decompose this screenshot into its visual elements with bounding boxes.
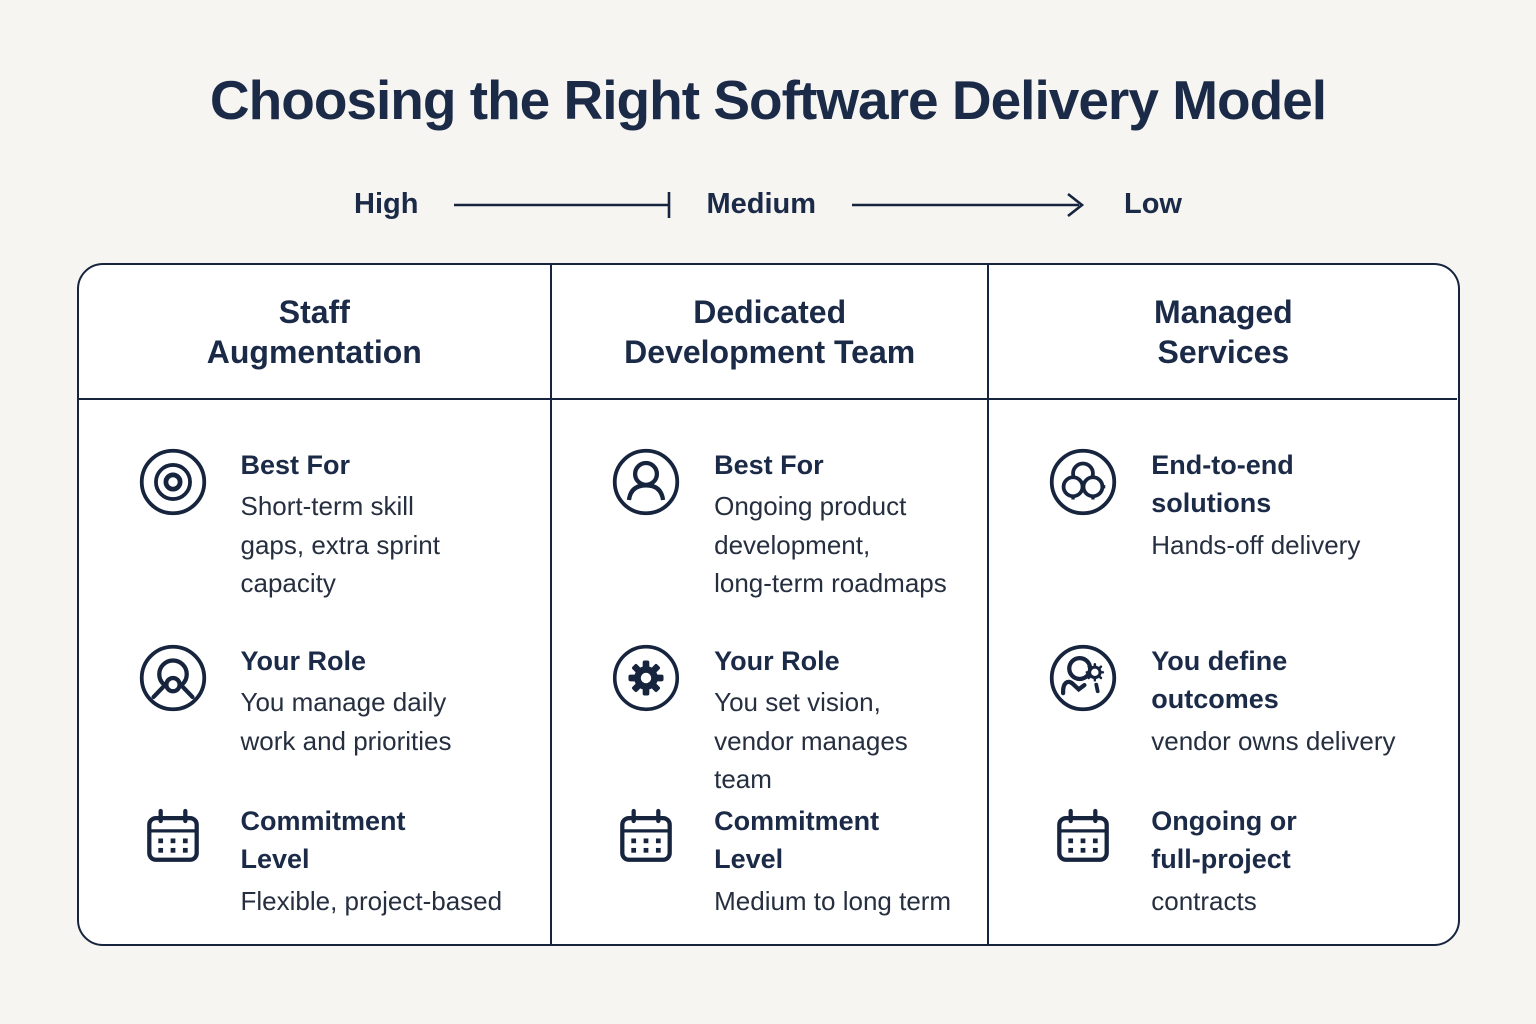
item-body: Hands-off delivery <box>1151 529 1361 560</box>
line-endbar-icon <box>454 191 671 218</box>
column-header: Staff Augmentation <box>78 265 551 400</box>
item-heading: Your Role <box>240 646 367 676</box>
person-search-icon <box>137 642 209 714</box>
scale-label-low: Low <box>1124 188 1182 220</box>
feature-item-outcomes: You define outcomes vendor owns delivery <box>1047 640 1429 800</box>
item-heading: End-to-end solutions <box>1151 450 1294 519</box>
column-header: Dedicated Development Team <box>552 265 988 400</box>
feature-item-end-to-end: End-to-end solutions Hands-off delivery <box>1047 444 1429 640</box>
item-heading: Your Role <box>714 646 840 676</box>
feature-item-your-role: Your Role You manage daily work and prio… <box>137 640 523 800</box>
feature-item-contracts: Ongoing or full-project contracts <box>1047 800 1429 920</box>
feature-item-best-for: Best For Ongoing product development, lo… <box>610 444 959 640</box>
item-body: Short-term skill gaps, extra sprint capa… <box>240 491 440 598</box>
scale-label-medium: Medium <box>706 188 816 220</box>
scale-connector-bar <box>452 190 672 220</box>
calendar-icon <box>1047 802 1119 874</box>
feature-item-best-for: Best For Short-term skill gaps, extra sp… <box>137 444 523 640</box>
item-heading: You define outcomes <box>1151 646 1288 715</box>
item-heading: Best For <box>714 450 824 480</box>
target-icon <box>137 446 209 518</box>
item-body: Medium to long term <box>714 885 952 916</box>
scale-label-high: High <box>354 188 419 220</box>
feature-item-your-role: Your Role You set vision, vendor manages… <box>610 640 959 800</box>
item-body: You set vision, vendor manages team <box>714 687 908 794</box>
user-icon <box>610 446 682 518</box>
item-body: Ongoing product development, long-term r… <box>714 491 947 598</box>
item-heading: Commitment Level <box>240 806 406 875</box>
item-body: Flexible, project-based <box>240 885 503 916</box>
column-title: Dedicated Development Team <box>624 293 916 370</box>
gear-icon <box>610 642 682 714</box>
column-header: Managed Services <box>989 265 1458 400</box>
network-icon <box>1047 446 1119 518</box>
column-title: Managed Services <box>1154 293 1293 370</box>
column-dedicated-development-team: Dedicated Development Team Best For Ongo… <box>550 265 988 944</box>
feature-item-commitment: Commitment Level Medium to long term <box>610 800 959 920</box>
control-scale: High Medium Low <box>0 188 1536 221</box>
column-managed-services: Managed Services <box>987 265 1458 944</box>
column-staff-augmentation: Staff Augmentation Best For Short-term s… <box>78 265 551 944</box>
item-body: vendor owns delivery <box>1151 725 1396 756</box>
comparison-table: Staff Augmentation Best For Short-term s… <box>76 263 1460 946</box>
item-body: contracts <box>1151 885 1257 916</box>
person-gear-icon <box>1047 642 1119 714</box>
column-title: Staff Augmentation <box>206 293 422 370</box>
calendar-icon <box>610 802 682 874</box>
item-heading: Best For <box>240 450 351 480</box>
item-body: You manage daily work and priorities <box>240 687 452 756</box>
item-heading: Commitment Level <box>714 806 880 875</box>
item-heading: Ongoing or full-project <box>1151 806 1297 875</box>
scale-connector-arrow <box>850 190 1090 220</box>
arrow-right-icon <box>852 192 1085 217</box>
page-title: Choosing the Right Software Delivery Mod… <box>209 69 1327 131</box>
feature-item-commitment: Commitment Level Flexible, project-based <box>137 800 523 920</box>
calendar-icon <box>137 802 209 874</box>
